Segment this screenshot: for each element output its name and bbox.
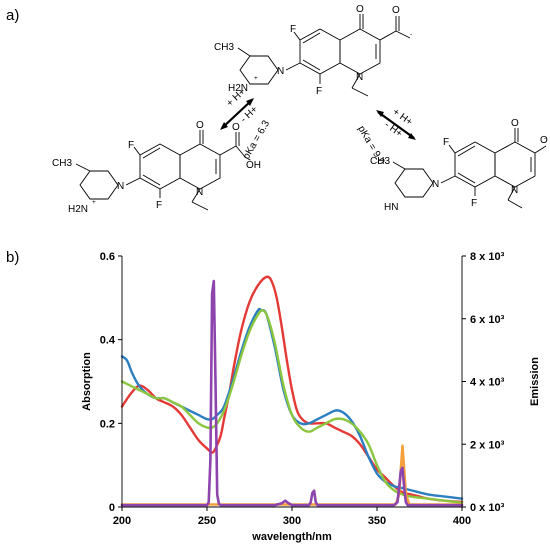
svg-text:F: F: [128, 140, 134, 151]
svg-text:+: +: [92, 199, 96, 206]
series-line-blue: [120, 307, 464, 500]
svg-text:CH3: CH3: [52, 158, 72, 169]
svg-text:O: O: [232, 122, 240, 133]
x-tick-label: 350: [368, 515, 386, 527]
svg-text:F: F: [316, 86, 322, 97]
svg-text:N: N: [432, 179, 439, 190]
svg-text:F: F: [471, 198, 477, 209]
svg-text:+: +: [254, 75, 258, 82]
y-left-tick-label: 0.4: [100, 335, 116, 347]
x-tick-label: 400: [453, 515, 471, 527]
series-layer: [120, 275, 464, 507]
x-tick-label: 200: [113, 515, 131, 527]
svg-text:N: N: [117, 181, 124, 192]
y-axis-title-left: Absorption: [81, 352, 93, 411]
svg-text:N: N: [196, 187, 203, 198]
svg-text:O: O: [196, 120, 204, 131]
y-right-tick-label: 6 x 10³: [470, 314, 505, 326]
svg-text:CH3: CH3: [370, 156, 390, 167]
y-left-tick-label: 0.6: [100, 251, 115, 263]
svg-text:F: F: [290, 24, 296, 35]
y-right-tick-label: 8 x 10³: [470, 251, 505, 263]
svg-text:CH3: CH3: [214, 42, 234, 53]
svg-text:N: N: [356, 72, 363, 83]
spectra-chart: 200 250 300 350 400 0 0.2 0.4 0.6 0 x 10³ 2 x 10³ 4…: [81, 251, 541, 543]
x-tick-label: 300: [283, 515, 301, 527]
svg-text:O: O: [356, 4, 364, 15]
series-line-purple: [120, 279, 464, 507]
svg-text:HN: HN: [384, 202, 398, 213]
svg-text:N: N: [277, 66, 284, 77]
eq-left-backward: - H+: [239, 104, 261, 125]
svg-text:F: F: [443, 137, 449, 148]
equilibrium-right: + H+ - H+ pKa = 9.0: [355, 107, 416, 167]
svg-text:OH: OH: [246, 160, 261, 171]
ticks-layer: 200 250 300 350 400 0 0.2 0.4 0.6 0 x 10³ 2 x 10³ 4…: [100, 251, 505, 527]
svg-text:H2N: H2N: [228, 83, 248, 94]
svg-text:F: F: [156, 200, 162, 211]
x-axis-title: wavelength/nm: [251, 531, 332, 543]
right-molecule: F O O F N N HN CH3 -: [370, 118, 548, 213]
series-line-red: [120, 275, 464, 504]
y-right-tick-label: 0 x 10³: [470, 502, 505, 514]
y-right-tick-label: 2 x 10³: [470, 439, 505, 451]
svg-text:N: N: [511, 185, 518, 196]
svg-text:H2N: H2N: [68, 204, 88, 215]
y-left-tick-label: 0.2: [100, 418, 115, 430]
x-tick-label: 250: [198, 515, 216, 527]
svg-text:O: O: [511, 118, 519, 129]
panel-label-b: b): [6, 249, 19, 266]
svg-text:O: O: [392, 5, 400, 16]
y-left-tick-label: 0: [109, 502, 115, 514]
left-molecule: F O O OH F N N H2N + CH3: [52, 120, 261, 215]
svg-text:O: O: [540, 135, 548, 146]
top-molecule: F O O F N N H2N + CH3 -: [214, 4, 412, 97]
svg-text:-: -: [544, 135, 546, 142]
y-right-tick-label: 4 x 10³: [470, 377, 505, 389]
panel-label-a: a): [6, 7, 19, 24]
y-axis-title-right: Emission: [529, 357, 541, 406]
svg-text:-: -: [410, 31, 412, 38]
series-line-green: [120, 309, 464, 505]
